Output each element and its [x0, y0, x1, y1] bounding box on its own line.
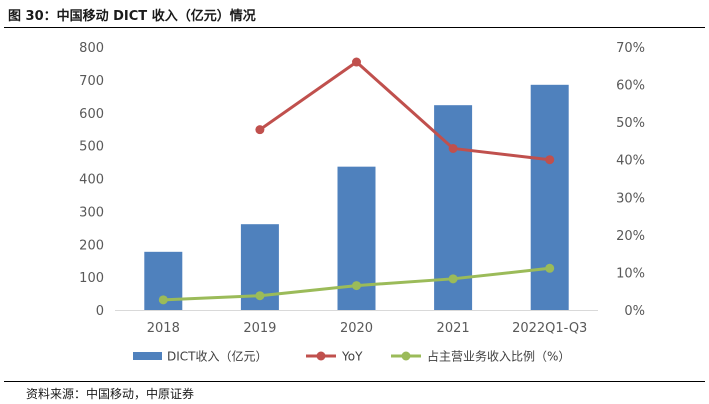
- dict-revenue-chart: 0 100 200 300 400 500 600 700 800 0% 10% 20% 30% 40%…: [79, 41, 645, 364]
- x-tick-label: 2020: [340, 321, 373, 336]
- point-1-2020: [352, 281, 361, 291]
- point-1-2022Q1-Q3: [545, 263, 555, 273]
- right-tick-label: 40%: [616, 154, 645, 169]
- right-tick-label: 30%: [616, 191, 645, 206]
- x-tick-label: 2021: [437, 321, 470, 336]
- legend-label: YoY: [341, 350, 363, 364]
- left-tick-label: 100: [79, 271, 104, 286]
- figure-title: 图 30：中国移动 DICT 收入（亿元）情况: [8, 9, 256, 24]
- point-0-2019: [255, 125, 265, 135]
- left-tick-label: 400: [79, 173, 104, 188]
- legend-marker: [401, 351, 411, 361]
- legend-swatch: [133, 352, 162, 360]
- bar-2022Q1-Q3: [530, 84, 569, 311]
- legend-item-1: YoY: [306, 350, 363, 364]
- right-tick-label: 10%: [616, 266, 645, 281]
- right-tick-label: 70%: [616, 41, 645, 56]
- source-note: 资料来源：中国移动，中原证券: [26, 387, 195, 401]
- left-tick-label: 300: [79, 205, 104, 220]
- point-1-2018: [158, 295, 168, 305]
- left-tick-label: 0: [96, 304, 104, 319]
- point-0-2022Q1-Q3: [545, 155, 555, 165]
- point-0-2020: [352, 57, 361, 67]
- legend-label: DICT收入（亿元）: [167, 349, 268, 364]
- right-tick-label: 60%: [616, 79, 645, 94]
- left-tick-label: 500: [79, 140, 104, 155]
- x-axis-labels: 2018 2019 2020 2021 2022Q1-Q3: [147, 321, 588, 336]
- right-tick-label: 0%: [624, 304, 645, 319]
- right-tick-label: 50%: [616, 116, 645, 131]
- right-y-axis: 0% 10% 20% 30% 40% 50% 60% 70%: [616, 41, 645, 319]
- left-y-axis: 0 100 200 300 400 500 600 700 800: [79, 41, 104, 319]
- legend-item-0: DICT收入（亿元）: [133, 349, 268, 364]
- line-series: [158, 57, 555, 305]
- right-tick-label: 20%: [616, 229, 645, 244]
- legend-item-2: 占主营业务收入比例（%）: [391, 349, 570, 364]
- left-tick-label: 600: [79, 107, 104, 122]
- bar-series: [144, 84, 569, 311]
- x-tick-label: 2022Q1-Q3: [512, 321, 587, 336]
- legend-label: 占主营业务收入比例（%）: [427, 349, 570, 364]
- point-1-2021: [448, 274, 458, 284]
- source-rule: [4, 381, 705, 382]
- legend-marker: [316, 351, 326, 361]
- left-tick-label: 200: [79, 238, 104, 253]
- x-tick-label: 2019: [243, 321, 276, 336]
- point-1-2019: [255, 291, 265, 301]
- x-tick-label: 2018: [147, 321, 180, 336]
- left-tick-label: 800: [79, 41, 104, 56]
- line-series-0: [259, 60, 550, 162]
- left-tick-label: 700: [79, 74, 104, 89]
- legend: DICT收入（亿元） YoY 占主营业务收入比例（%）: [133, 349, 570, 364]
- title-rule: [4, 27, 705, 28]
- point-0-2021: [448, 143, 458, 153]
